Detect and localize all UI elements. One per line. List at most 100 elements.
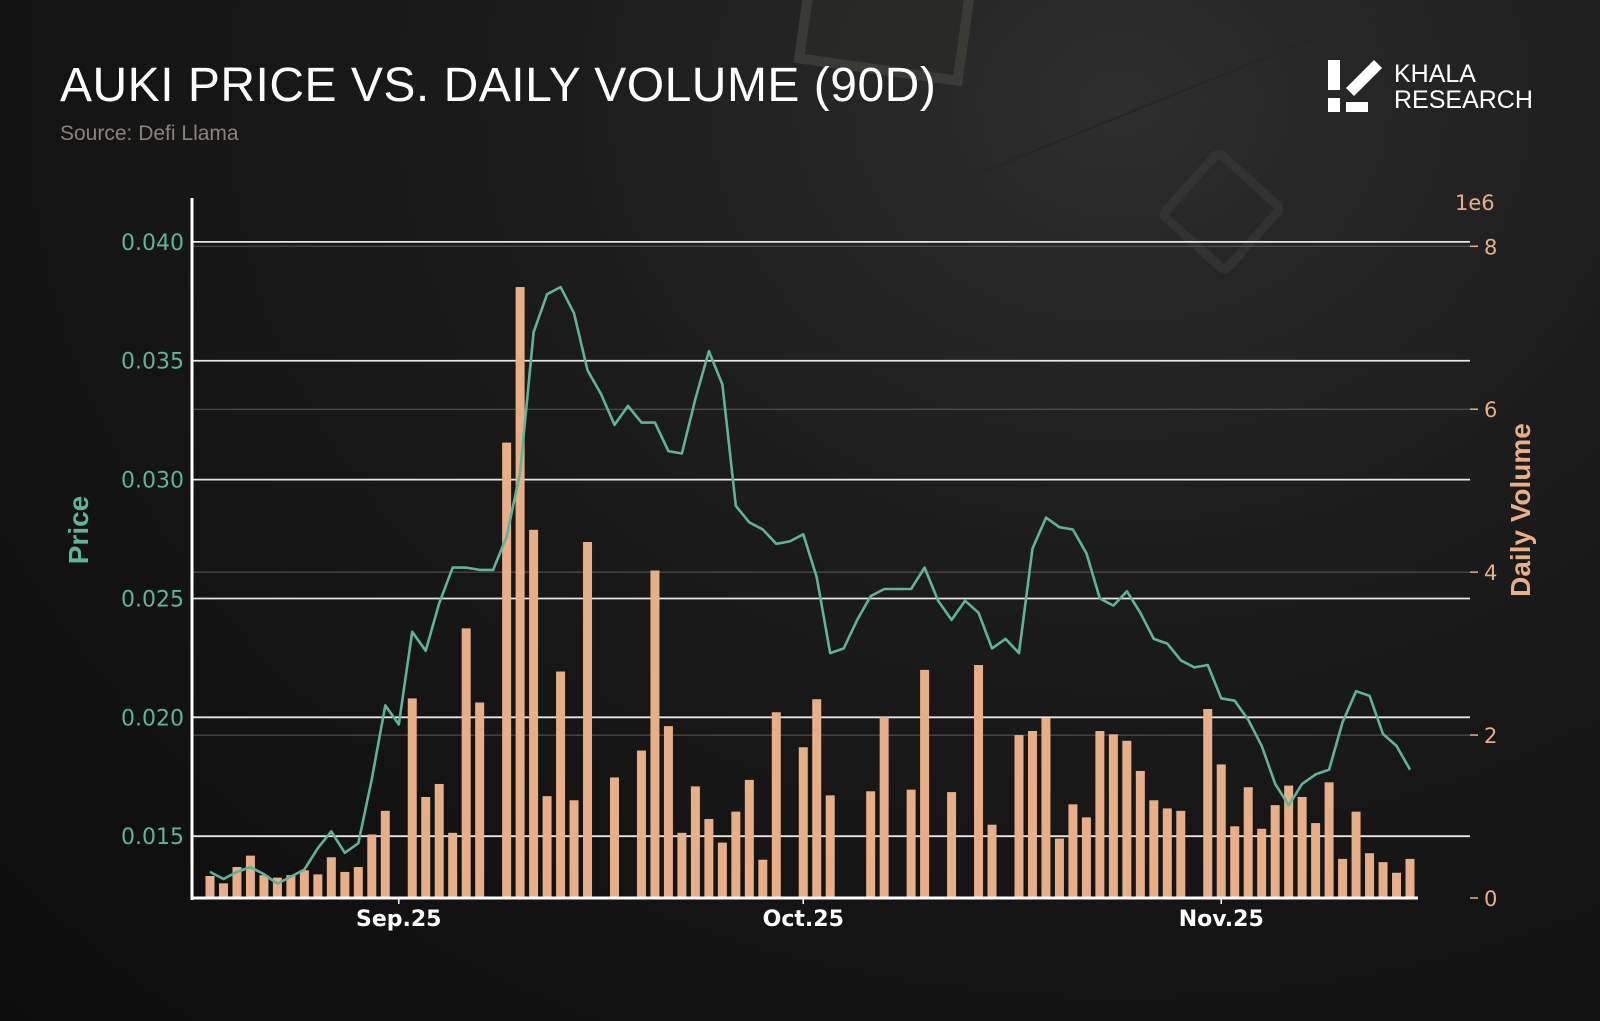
price-axis-ticks: 0.015 0.020 0.025 0.030 0.035 0.040: [121, 231, 184, 850]
volume-bar: [609, 777, 619, 898]
volume-bar: [1405, 858, 1415, 898]
price-grid-lines: [192, 240, 1470, 838]
volume-bar: [515, 287, 525, 898]
volume-bar: [232, 867, 242, 898]
volume-bar: [475, 702, 485, 898]
volume-bar: [1284, 785, 1294, 898]
volume-bar: [1297, 796, 1307, 898]
volume-tick-label: 0: [1484, 887, 1497, 911]
volume-bar: [798, 747, 808, 898]
volume-bar: [407, 698, 417, 898]
volume-bar: [1014, 735, 1024, 898]
volume-bar: [326, 857, 336, 898]
volume-bar: [529, 529, 539, 898]
volume-bar: [245, 855, 255, 898]
volume-bar: [1068, 804, 1078, 898]
volume-bar: [340, 871, 350, 898]
volume-scale-label: 1e6: [1455, 191, 1495, 215]
chart-title: AUKI PRICE VS. DAILY VOLUME (90D): [60, 59, 937, 112]
volume-bar: [1338, 858, 1348, 898]
volume-bar: [906, 789, 916, 898]
volume-bar: [1176, 810, 1186, 898]
volume-tick-label: 8: [1484, 235, 1497, 259]
volume-tick-label: 6: [1484, 398, 1497, 422]
volume-bar: [920, 669, 930, 898]
price-tick-label: 0.020: [121, 706, 184, 731]
volume-axis-label: Daily Volume: [1505, 423, 1536, 597]
volume-bar: [1230, 826, 1240, 898]
date-axis-ticks: Sep.25 Oct.25 Nov.25: [356, 898, 1264, 932]
logo-line-1: KHALA: [1394, 60, 1476, 88]
volume-bar: [1216, 764, 1226, 898]
volume-bar: [1324, 782, 1334, 898]
volume-bar: [677, 832, 687, 898]
volume-bar: [1392, 872, 1402, 898]
volume-bar: [1041, 717, 1051, 898]
khala-research-logo: KHALA RESEARCH: [1326, 58, 1533, 116]
volume-bar: [1365, 853, 1375, 898]
date-tick-label: Oct.25: [763, 907, 844, 932]
price-axis-label: Price: [63, 496, 94, 565]
volume-bar: [1378, 862, 1388, 898]
volume-bar: [353, 867, 363, 898]
volume-bar: [758, 859, 768, 898]
price-line: [209, 285, 1412, 885]
chart-source: Source: Defi Llama: [60, 122, 239, 145]
volume-bar: [259, 875, 269, 898]
volume-bar: [987, 824, 997, 898]
volume-bar: [1081, 817, 1091, 898]
date-tick-label: Nov.25: [1179, 907, 1264, 932]
volume-bar: [1162, 808, 1172, 898]
volume-bar: [286, 875, 296, 898]
volume-bar: [272, 877, 282, 898]
price-tick-label: 0.015: [121, 825, 184, 850]
axes: [190, 198, 1418, 900]
logo-wordmark: KHALA RESEARCH: [1394, 61, 1533, 113]
volume-bar: [569, 800, 579, 898]
date-tick-label: Sep.25: [356, 907, 442, 932]
volume-bar: [1351, 811, 1361, 898]
volume-bar: [1257, 828, 1267, 898]
volume-bar: [205, 876, 215, 898]
volume-bar: [1095, 731, 1105, 898]
price-tick-label: 0.030: [121, 469, 184, 494]
volume-bar: [650, 570, 660, 898]
volume-bar: [434, 783, 444, 898]
volume-bar: [1054, 838, 1064, 898]
volume-bar: [704, 818, 714, 898]
logo-line-2: RESEARCH: [1394, 86, 1533, 114]
volume-bar: [771, 712, 781, 898]
volume-bar: [1270, 805, 1280, 898]
volume-bar: [380, 810, 390, 898]
volume-bar: [583, 542, 593, 898]
volume-grid-lines: [192, 245, 1470, 736]
volume-bar: [974, 665, 984, 898]
volume-bar: [636, 750, 646, 898]
volume-bar: [1203, 709, 1213, 898]
volume-bar: [502, 442, 512, 898]
volume-bar: [299, 870, 309, 898]
price-tick-label: 0.025: [121, 587, 184, 612]
volume-bar: [448, 832, 458, 898]
price-tick-label: 0.040: [121, 231, 184, 256]
volume-bar: [947, 792, 957, 898]
volume-bars: [205, 287, 1415, 898]
volume-bar: [1135, 770, 1145, 898]
volume-bar: [542, 796, 552, 898]
volume-axis-ticks: 0 2 4 6 8: [1470, 235, 1497, 911]
volume-bar: [421, 796, 431, 898]
khala-logo-icon: [1328, 60, 1382, 112]
volume-bar: [218, 883, 228, 898]
price-tick-label: 0.035: [121, 350, 184, 375]
volume-tick-label: 2: [1484, 724, 1497, 748]
volume-bar: [1311, 823, 1321, 898]
volume-bar: [556, 671, 566, 898]
volume-bar: [812, 699, 822, 898]
volume-bar: [731, 811, 741, 898]
volume-bar: [1149, 800, 1159, 898]
volume-bar: [1108, 734, 1118, 898]
volume-bar: [866, 791, 876, 898]
volume-bar: [825, 795, 835, 898]
volume-bar: [879, 717, 889, 898]
